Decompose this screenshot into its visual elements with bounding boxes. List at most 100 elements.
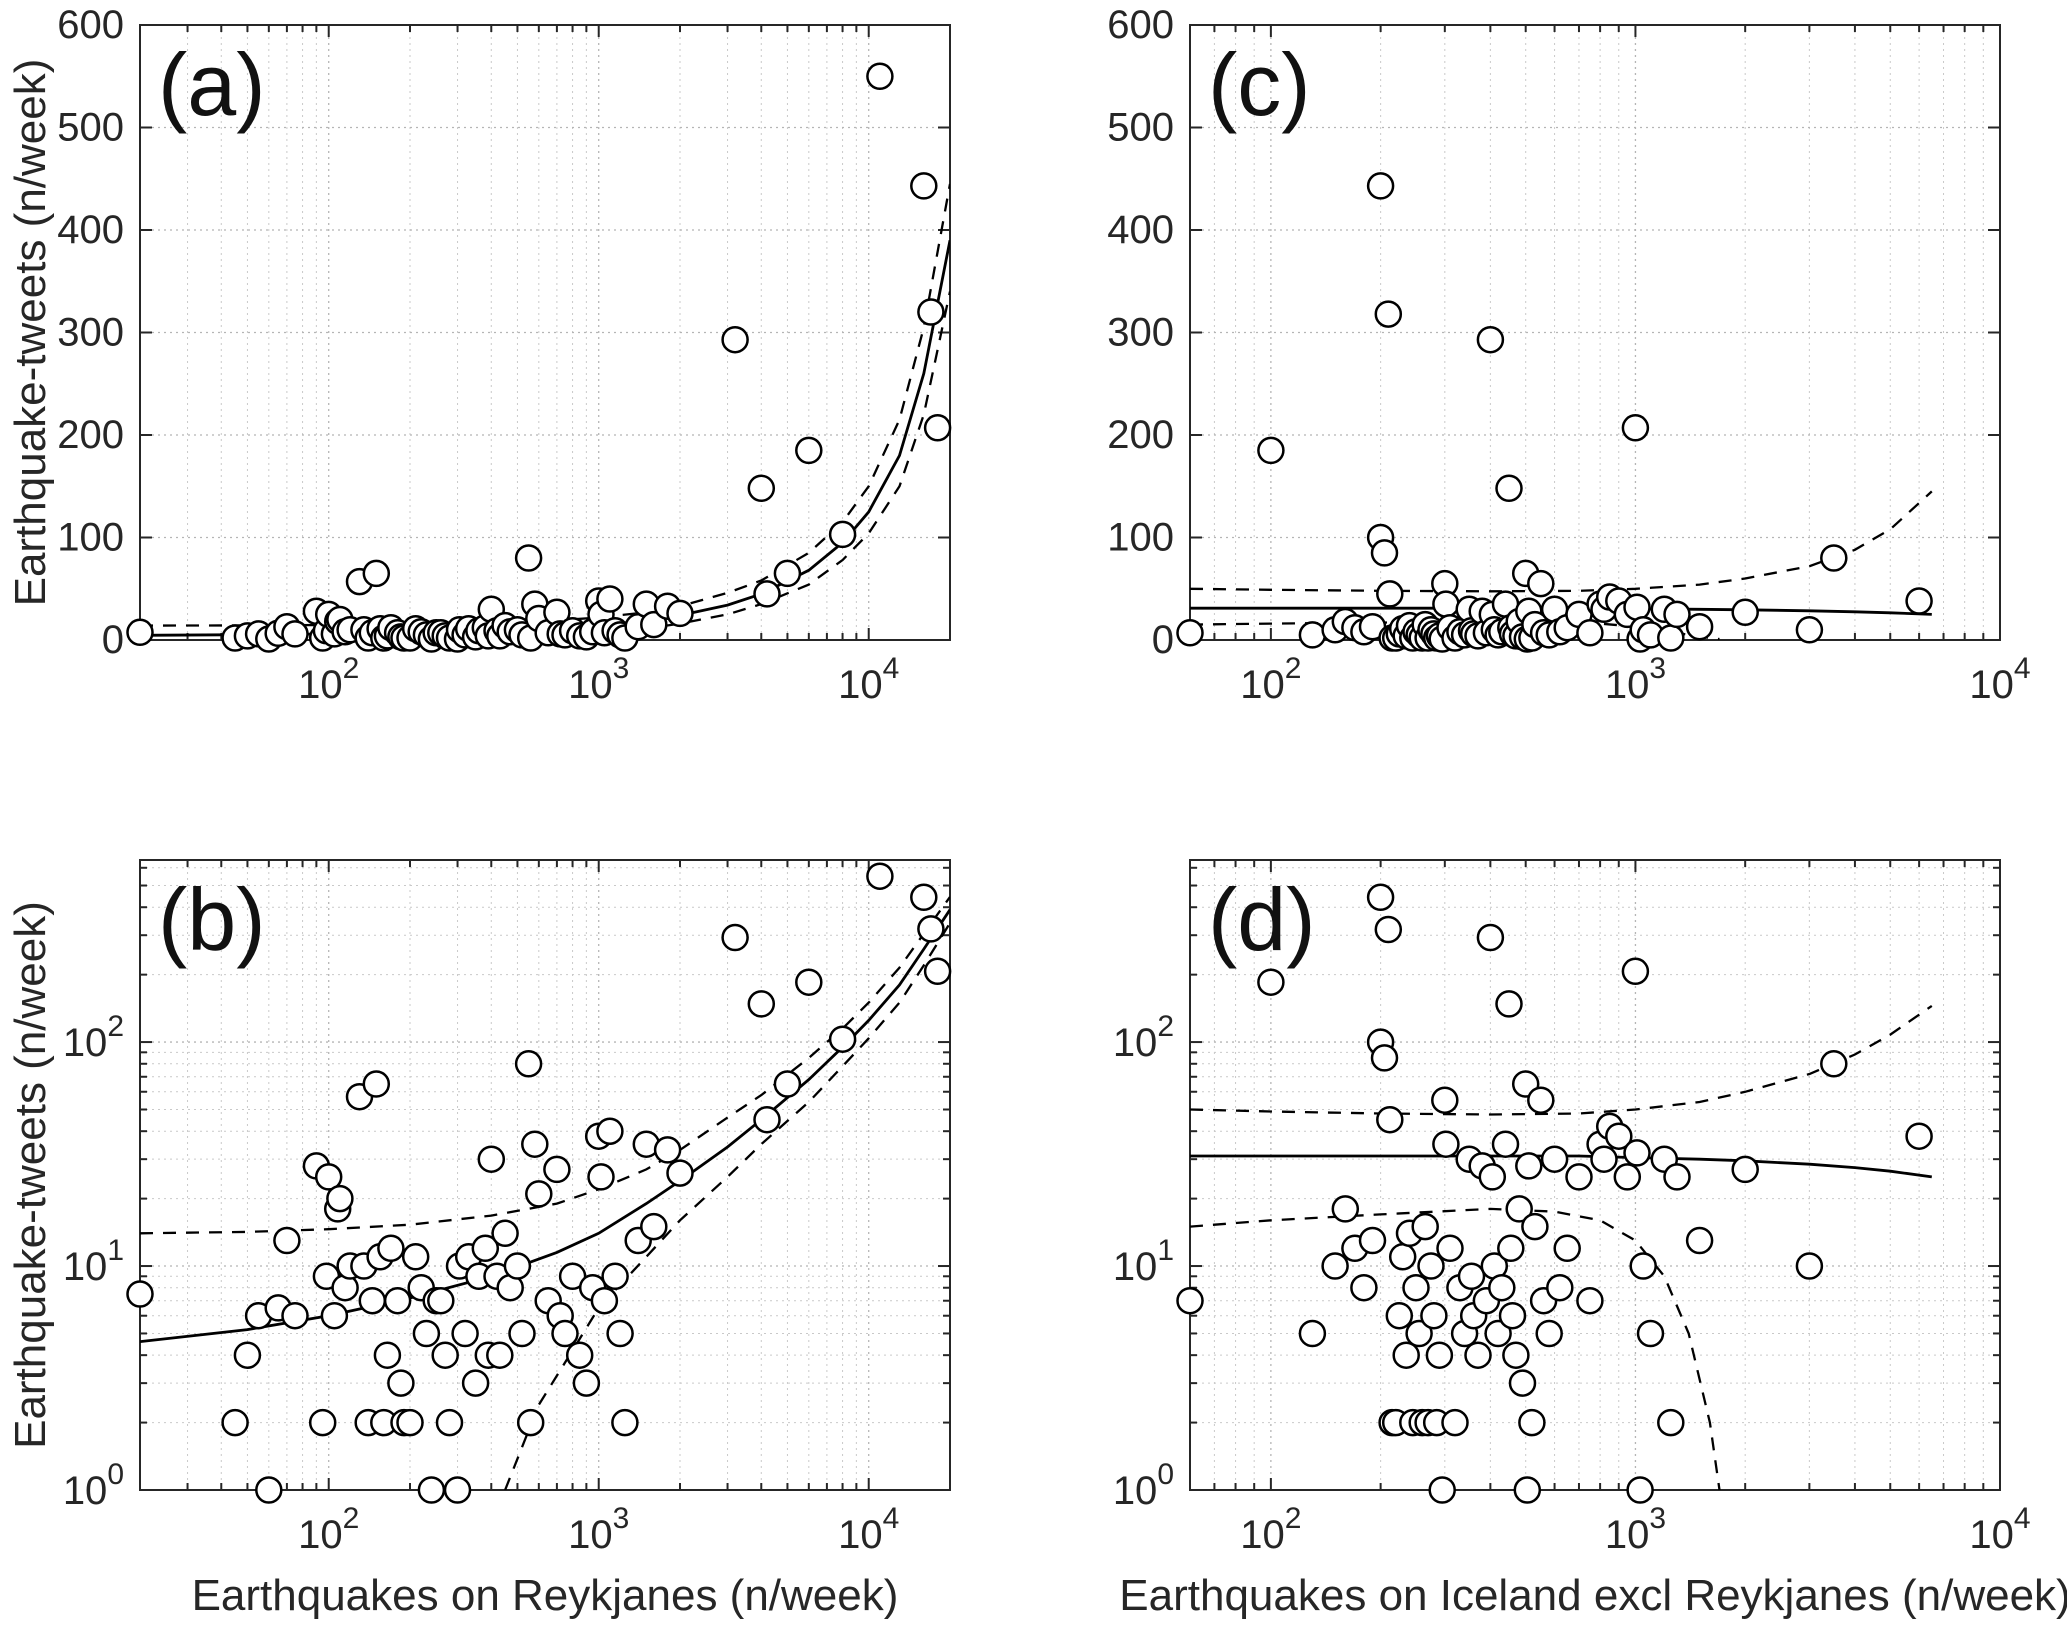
data-point-marker (551, 1319, 579, 1348)
panel-b: 102 103 104 100 101 102 (b) Earthquakes on Reyk… (6, 859, 952, 1620)
data-point-marker (1321, 1252, 1349, 1280)
data-point-marker (1613, 1163, 1642, 1191)
data-point-marker (521, 1130, 549, 1158)
data-point-marker (221, 1408, 249, 1437)
grid-lines (1190, 25, 2000, 640)
data-point-marker (362, 559, 391, 588)
data-point-marker (1478, 1163, 1507, 1191)
data-point-marker (1546, 1273, 1574, 1302)
data-point-marker (721, 923, 749, 952)
y-tick-label: 500 (1107, 106, 1174, 150)
data-point-marker (281, 620, 309, 648)
data-point-marker (1476, 923, 1505, 952)
data-point-marker (1432, 1130, 1460, 1158)
data-point-marker (461, 1369, 490, 1397)
data-point-marker (1331, 1195, 1360, 1223)
data-point-marker (383, 1286, 412, 1315)
panel-letter-label: (a) (158, 35, 266, 134)
data-point-marker (747, 990, 776, 1018)
ci-upper-line (140, 183, 950, 627)
data-point-marker (126, 618, 154, 647)
x-tick-label: 102 (1240, 1502, 1301, 1557)
data-point-marker (1590, 1145, 1618, 1173)
data-point-marker (1370, 539, 1399, 567)
data-point-marker (1491, 1130, 1520, 1158)
data-point-marker (1374, 915, 1403, 944)
data-point-marker (910, 883, 938, 912)
data-point-marker (1457, 1262, 1486, 1291)
x-tick-label: 104 (1969, 652, 2030, 707)
x-tick-label: 103 (1605, 1502, 1666, 1557)
data-point-marker (1376, 580, 1404, 608)
data-point-marker (1420, 1301, 1448, 1330)
data-point-marker (1636, 1319, 1665, 1348)
y-tick-label: 100 (1107, 516, 1174, 560)
data-point-marker (255, 1476, 283, 1504)
y-tick-label: 100 (63, 1458, 124, 1513)
data-point-marker (412, 1319, 441, 1348)
data-point-marker (640, 610, 668, 639)
scatter-points (126, 62, 952, 653)
y-tick-label: 400 (57, 208, 124, 252)
data-point-marker (565, 1341, 594, 1369)
data-point-marker (451, 1319, 479, 1348)
data-point-marker (1623, 593, 1651, 621)
y-tick-label: 600 (57, 3, 124, 47)
x-axis-title: Earthquakes on Reykjanes (n/week) (192, 1571, 899, 1620)
data-point-marker (773, 1070, 802, 1098)
data-point-marker (1411, 1212, 1439, 1241)
data-point-marker (1366, 172, 1395, 200)
data-point-marker (514, 544, 543, 572)
data-point-marker (866, 862, 894, 890)
data-point-marker (1685, 612, 1714, 641)
data-point-marker (590, 1286, 619, 1315)
data-point-marker (417, 1476, 446, 1504)
data-point-marker (1405, 1319, 1433, 1348)
data-point-marker (1298, 621, 1327, 649)
data-point-marker (491, 1219, 519, 1248)
y-tick-label: 0 (1152, 618, 1174, 662)
axes-box (1189, 859, 2001, 1491)
data-point-marker (427, 1286, 455, 1315)
data-point-marker (396, 1408, 424, 1437)
data-point-marker (1441, 1408, 1469, 1437)
data-point-marker (1176, 1286, 1204, 1315)
data-point-marker (1385, 1301, 1414, 1330)
data-point-marker (1176, 619, 1204, 647)
data-point-marker (773, 559, 802, 588)
data-point-marker (917, 915, 945, 943)
y-axis-title: Earthquake-tweets (n/week) (6, 59, 55, 607)
data-point-marker (1495, 474, 1523, 503)
data-point-marker (1502, 1341, 1530, 1369)
data-point-marker (747, 474, 776, 503)
panel-d: 102 103 104 100 101 102 (d) Earthquakes on Icel… (1113, 859, 2067, 1620)
data-point-marker (653, 1136, 682, 1164)
data-point-marker (666, 599, 694, 628)
scatter-points (1176, 883, 1933, 1504)
x-tick-label: 103 (568, 1502, 629, 1557)
data-point-marker (1623, 1139, 1651, 1167)
ci-upper-line (1190, 490, 1933, 593)
data-point-marker (1521, 1212, 1549, 1241)
panel-letter-label: (c) (1208, 35, 1311, 134)
x-tick-label: 104 (838, 652, 899, 707)
data-point-marker (281, 1301, 309, 1330)
data-point-marker (611, 1408, 639, 1437)
ci-lower-line (504, 922, 950, 1490)
data-point-marker (1366, 883, 1395, 912)
y-tick-label: 200 (57, 413, 124, 457)
data-point-marker (1621, 957, 1650, 986)
data-point-marker (640, 1212, 668, 1241)
x-tick-label: 102 (298, 652, 359, 707)
data-point-marker (1476, 325, 1505, 354)
data-point-marker (1605, 1122, 1633, 1150)
data-point-marker (543, 1155, 571, 1184)
data-point-marker (1515, 1152, 1543, 1180)
y-tick-label: 500 (57, 106, 124, 150)
scatter-points (1176, 172, 1933, 653)
data-point-marker (910, 172, 938, 200)
y-tick-label: 300 (57, 311, 124, 355)
panel-letter-label: (b) (158, 870, 266, 969)
